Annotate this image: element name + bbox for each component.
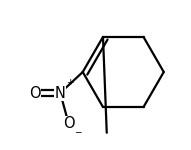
Text: −: − bbox=[74, 127, 82, 136]
Text: O: O bbox=[29, 85, 40, 100]
Text: N: N bbox=[55, 85, 66, 100]
Text: +: + bbox=[66, 78, 74, 87]
Text: O: O bbox=[63, 116, 74, 130]
